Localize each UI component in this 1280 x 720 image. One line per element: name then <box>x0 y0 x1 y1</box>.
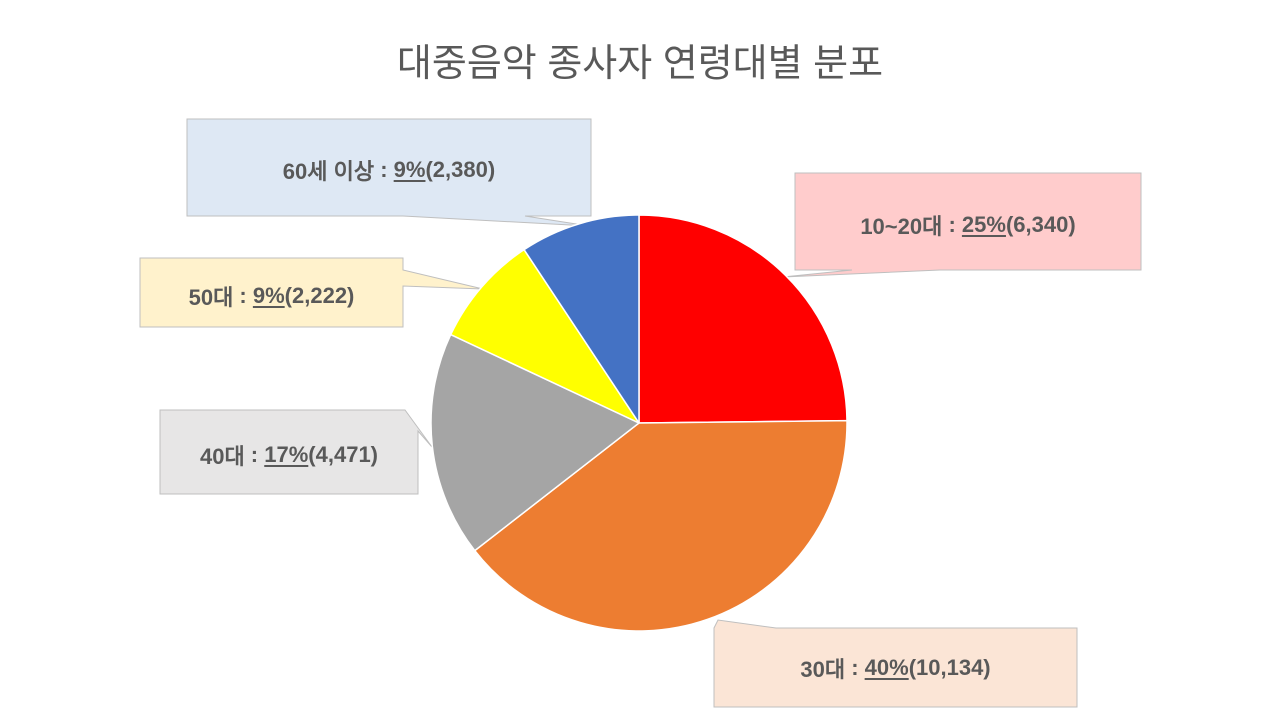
pie-slice-30 <box>474 419 848 632</box>
callout-box-40 <box>159 409 433 495</box>
percent-label: 9% <box>393 156 426 182</box>
percent-label: 9% <box>252 282 285 308</box>
percent-label: 40% <box>864 654 909 680</box>
label-separator: : <box>244 442 265 467</box>
percent-label: 17% <box>264 442 309 467</box>
age-group-label: 10~20대 <box>860 213 943 239</box>
callout-box-50 <box>139 257 484 328</box>
pie-slice-40 <box>430 333 640 552</box>
count-label: (4,471) <box>308 442 379 467</box>
percent-label: 25% <box>961 211 1006 237</box>
age-group-label: 30대 <box>800 656 846 682</box>
data-label-50: 50대 : 9% (2,222) <box>140 261 403 330</box>
label-separator: : <box>845 654 865 680</box>
count-label: (6,340) <box>1005 211 1076 237</box>
pie-slice-10-20 <box>638 214 848 424</box>
age-group-label: 60세 이상 <box>282 158 375 184</box>
pie-slices <box>430 214 848 632</box>
pie-slice-50 <box>449 248 640 424</box>
label-separator: : <box>233 282 253 308</box>
label-separator: : <box>942 211 962 237</box>
age-group-label: 40대 <box>199 444 245 469</box>
count-label: (2,380) <box>425 156 496 182</box>
age-group-label: 50대 <box>188 284 234 310</box>
pie-slice-60-plus <box>523 214 640 424</box>
callout-box-10-20 <box>782 172 1142 278</box>
data-label-10-20: 10~20대 : 25% (6,340) <box>795 176 1141 273</box>
count-label: (2,222) <box>284 282 355 308</box>
callout-box-30 <box>713 619 1078 708</box>
count-label: (10,134) <box>908 654 991 680</box>
chart-title: 대중음악 종사자 연령대별 분포 <box>396 43 884 85</box>
label-separator: : <box>374 156 394 182</box>
data-label-40: 40대 : 17% (4,471) <box>160 413 418 497</box>
data-label-60-plus: 60세 이상 : 9% (2,380) <box>187 121 591 218</box>
callout-shapes <box>139 118 1142 708</box>
data-label-30: 30대 : 40% (10,134) <box>714 628 1077 707</box>
callout-box-60-plus <box>186 118 592 227</box>
